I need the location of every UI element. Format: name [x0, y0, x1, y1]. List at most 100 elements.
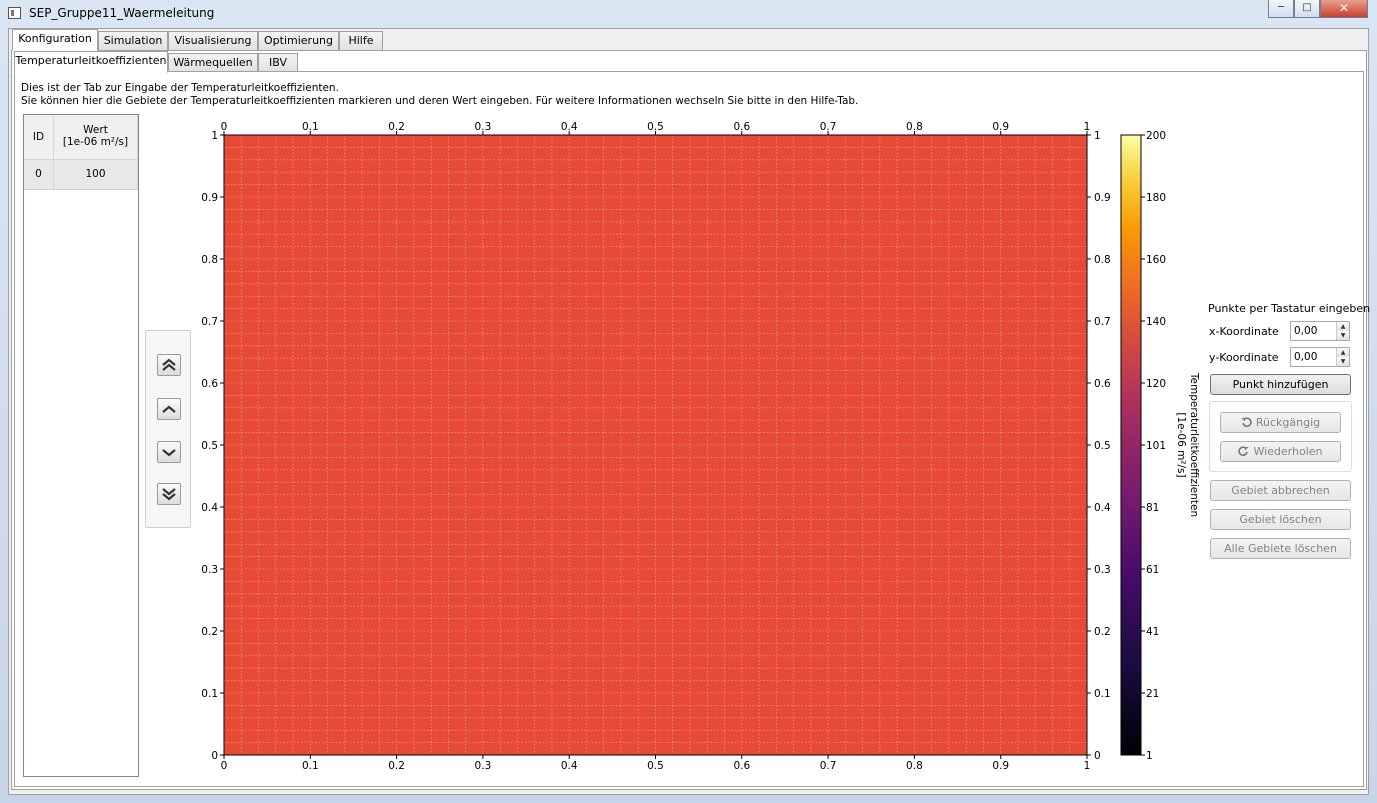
y-tick-label-left: 0.4	[201, 502, 218, 514]
delete-area-label: Gebiet löschen	[1239, 513, 1322, 526]
chevron-double-up-icon	[162, 358, 176, 371]
undo-button[interactable]: Rückgängig	[1220, 412, 1341, 433]
add-point-button[interactable]: Punkt hinzufügen	[1210, 374, 1351, 395]
cell-id-value: 0	[35, 168, 42, 180]
minimize-button[interactable]: ─	[1268, 0, 1294, 18]
coefficient-table[interactable]: ID Wert [1e-06 m²/s] 0 100	[23, 114, 139, 777]
table-cell-wert[interactable]: 100	[54, 160, 138, 190]
tab-label: Optimierung	[264, 34, 333, 47]
x-tick-label-top: 0.9	[992, 121, 1009, 133]
tab-waermequellen[interactable]: Wärmequellen	[168, 53, 258, 73]
header-id-label: ID	[32, 131, 45, 143]
close-button[interactable]: ✕	[1320, 0, 1368, 18]
tab-label: Hilfe	[348, 34, 374, 47]
y-tick-label-right: 0.5	[1094, 440, 1111, 452]
cancel-area-label: Gebiet abbrechen	[1231, 484, 1330, 497]
x-tick-label-top: 0.7	[820, 121, 837, 133]
x-tick-label-bottom: 0.5	[647, 760, 664, 772]
y-tick-label-left: 0.7	[201, 316, 218, 328]
x-tick-label-top: 0.2	[388, 121, 405, 133]
x-tick-label-top: 0.3	[475, 121, 492, 133]
tab-simulation[interactable]: Simulation	[98, 31, 168, 51]
info-text-line2: Sie können hier die Gebiete der Temperat…	[21, 95, 859, 107]
spin-down-icon[interactable]: ▼	[1336, 357, 1349, 366]
tab-label: Visualisierung	[174, 34, 252, 47]
y-tick-label-left: 0	[211, 750, 218, 762]
delete-all-label: Alle Gebiete löschen	[1224, 542, 1337, 555]
tab-ibv[interactable]: IBV	[258, 53, 298, 73]
y-coordinate-spinbox[interactable]: 0,00 ▲ ▼	[1290, 347, 1350, 367]
y-tick-label-left: 0.6	[201, 378, 218, 390]
tab-konfiguration[interactable]: Konfiguration	[12, 29, 98, 51]
info-text-line1: Dies ist der Tab zur Eingabe der Tempera…	[21, 82, 339, 94]
tab-label: Wärmequellen	[173, 56, 253, 69]
maximize-button[interactable]: □	[1294, 0, 1320, 18]
colorbar-tick-label: 120	[1146, 378, 1166, 390]
y-tick-label-right: 0.7	[1094, 316, 1111, 328]
x-coordinate-spinbox[interactable]: 0,00 ▲ ▼	[1290, 321, 1350, 341]
undo-icon	[1241, 417, 1252, 427]
x-tick-label-bottom: 0.1	[302, 760, 319, 772]
spin-up-icon[interactable]: ▲	[1336, 322, 1349, 331]
colorbar-tick-label: 61	[1146, 564, 1159, 576]
colorbar-ticks: 1 21 41 61 81 101 120 140 160 180 200	[1141, 130, 1166, 762]
y-tick-label-right: 0.1	[1094, 688, 1111, 700]
y-tick-label-right: 0.8	[1094, 254, 1111, 266]
colorbar-tick-label: 41	[1146, 626, 1159, 638]
axis-ticks	[220, 131, 1091, 759]
y-coordinate-value: 0,00	[1294, 351, 1318, 363]
y-tick-label-right: 1	[1094, 130, 1101, 142]
axis-tick-labels: 0 0 0.1 0.1 0.2 0.2 0.3 0.3 0.4 0.4 0.5 0.5 0.6 0.6 0.…	[201, 121, 1111, 772]
y-tick-label-left: 0.9	[201, 192, 218, 204]
y-tick-label-right: 0	[1094, 750, 1101, 762]
colorbar-tick-label: 101	[1146, 440, 1166, 452]
y-tick-label-right: 0.6	[1094, 378, 1111, 390]
x-tick-label-top: 0.4	[561, 121, 578, 133]
undo-redo-group	[1209, 401, 1352, 472]
y-tick-label-right: 0.2	[1094, 626, 1111, 638]
spin-down-icon[interactable]: ▼	[1336, 331, 1349, 340]
redo-icon	[1238, 446, 1249, 456]
delete-all-areas-button[interactable]: Alle Gebiete löschen	[1210, 538, 1351, 559]
x-tick-label-bottom: 0.3	[475, 760, 492, 772]
tab-visualisierung[interactable]: Visualisierung	[168, 31, 258, 51]
x-tick-label-top: 0.8	[906, 121, 923, 133]
x-tick-label-top: 1	[1084, 121, 1091, 133]
spin-up-icon[interactable]: ▲	[1336, 348, 1349, 357]
colorbar-tick-label: 180	[1146, 192, 1166, 204]
move-down-button[interactable]	[157, 441, 181, 463]
title-bar: SEP_Gruppe11_Waermeleitung ─ □ ✕	[0, 0, 1377, 27]
x-tick-label-bottom: 0.8	[906, 760, 923, 772]
x-tick-label-top: 0	[221, 121, 228, 133]
chevron-up-icon	[162, 405, 176, 413]
tab-label: Temperaturleitkoeffizienten	[15, 54, 167, 67]
x-tick-label-bottom: 0.9	[992, 760, 1009, 772]
y-tick-label-left: 0.2	[201, 626, 218, 638]
colorbar-tick-label: 1	[1146, 750, 1153, 762]
header-wert[interactable]: Wert [1e-06 m²/s]	[54, 115, 138, 160]
header-id[interactable]: ID	[24, 115, 54, 160]
add-point-label: Punkt hinzufügen	[1232, 378, 1329, 391]
cancel-area-button[interactable]: Gebiet abbrechen	[1210, 480, 1351, 501]
x-tick-label-top: 0.5	[647, 121, 664, 133]
colorbar-tick-label: 200	[1146, 130, 1166, 142]
colorbar-tick-label: 140	[1146, 316, 1166, 328]
move-up-button[interactable]	[157, 398, 181, 420]
tab-label: Simulation	[103, 34, 163, 47]
tab-label: Konfiguration	[18, 32, 92, 45]
y-tick-label-right: 0.9	[1094, 192, 1111, 204]
move-bottom-button[interactable]	[157, 483, 181, 505]
undo-label: Rückgängig	[1255, 416, 1321, 429]
header-wert-label: Wert	[83, 124, 108, 136]
x-tick-label-bottom: 0.2	[388, 760, 405, 772]
keyboard-input-heading: Punkte per Tastatur eingeben	[1208, 302, 1371, 315]
move-top-button[interactable]	[157, 354, 181, 376]
tab-temperaturleitkoeffizienten[interactable]: Temperaturleitkoeffizienten	[14, 51, 168, 73]
y-tick-label-left: 0.8	[201, 254, 218, 266]
delete-area-button[interactable]: Gebiet löschen	[1210, 509, 1351, 530]
table-cell-id[interactable]: 0	[24, 160, 54, 190]
x-tick-label-bottom: 0.4	[561, 760, 578, 772]
redo-button[interactable]: Wiederholen	[1220, 441, 1341, 462]
x-tick-label-bottom: 0.7	[820, 760, 837, 772]
